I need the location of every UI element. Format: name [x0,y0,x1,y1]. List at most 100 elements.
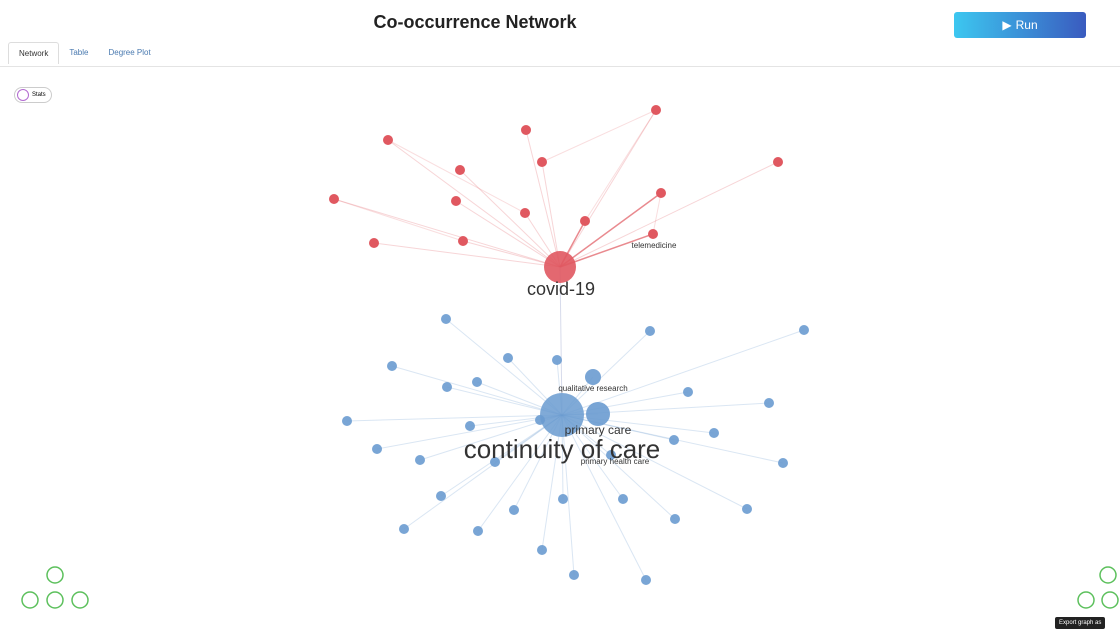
node[interactable] [329,194,339,204]
node-label: covid-19 [527,279,595,299]
zoom-control[interactable] [1101,591,1119,609]
zoom-control[interactable] [71,591,89,609]
node[interactable] [778,458,788,468]
edge [559,161,779,268]
tab[interactable]: Degree Plot [108,48,151,57]
node[interactable] [552,355,562,365]
node[interactable] [442,382,452,392]
edge [559,266,563,416]
edge [561,414,647,581]
edge [333,198,464,242]
edge [525,129,561,268]
node[interactable] [372,444,382,454]
edge [445,318,563,416]
edge [561,414,575,576]
node-label: qualitative research [558,384,627,393]
edge [559,192,662,268]
edge [584,109,657,222]
edge [561,414,676,520]
node[interactable] [544,251,576,283]
edge [387,139,561,268]
node[interactable] [399,524,409,534]
edge [561,414,748,510]
node[interactable] [569,570,579,580]
node[interactable] [669,435,679,445]
edge [561,329,805,416]
edge [333,198,561,268]
run-label: Run [1015,18,1038,32]
page-title: Co-occurrence Network [373,12,577,32]
edge [346,414,563,422]
node[interactable] [455,165,465,175]
node[interactable] [387,361,397,371]
node[interactable] [773,157,783,167]
node[interactable] [580,216,590,226]
edge [652,192,662,235]
edge [440,414,563,497]
edge [559,233,654,268]
run-button[interactable]: ▶ Run [954,12,1086,38]
node[interactable] [436,491,446,501]
node-label: primary care [565,423,632,437]
node[interactable] [473,526,483,536]
node[interactable] [441,314,451,324]
node[interactable] [520,208,530,218]
node[interactable] [799,325,809,335]
node[interactable] [618,494,628,504]
zoom-control[interactable] [1099,566,1117,584]
node[interactable] [537,157,547,167]
node[interactable] [537,545,547,555]
node[interactable] [465,421,475,431]
node-label: telemedicine [632,241,677,250]
node[interactable] [472,377,482,387]
edge [559,109,657,268]
zoom-control[interactable] [46,566,64,584]
node[interactable] [451,196,461,206]
node[interactable] [369,238,379,248]
edge [376,414,563,450]
node[interactable] [415,455,425,465]
run-icon: ▶ [1002,18,1012,32]
node[interactable] [586,402,610,426]
zoom-control[interactable] [1077,591,1095,609]
node[interactable] [670,514,680,524]
edge [403,414,563,530]
edge [387,139,526,214]
edge [541,109,657,163]
node[interactable] [383,135,393,145]
node[interactable] [606,450,616,460]
edge [541,161,561,268]
node[interactable] [651,105,661,115]
node[interactable] [742,504,752,514]
edge [462,240,561,268]
node[interactable] [764,398,774,408]
node[interactable] [521,125,531,135]
tab[interactable]: Table [69,48,89,57]
node[interactable] [585,369,601,385]
node[interactable] [490,457,500,467]
node[interactable] [342,416,352,426]
node[interactable] [641,575,651,585]
node[interactable] [645,326,655,336]
edge [459,169,561,268]
node[interactable] [503,353,513,363]
tab[interactable]: Network [8,42,60,64]
tabs: Network Table Degree Plot [8,42,161,64]
stats-icon [17,89,29,101]
node[interactable] [648,229,658,239]
node[interactable] [683,387,693,397]
stats-label: Stats [32,92,46,98]
node[interactable] [540,393,584,437]
node[interactable] [509,505,519,515]
edge [391,365,563,416]
zoom-control[interactable] [46,591,64,609]
stats-button[interactable]: Stats [14,87,52,103]
node[interactable] [458,236,468,246]
zoom-control[interactable] [21,591,39,609]
node[interactable] [656,188,666,198]
edge [541,414,563,551]
node[interactable] [558,494,568,504]
node[interactable] [709,428,719,438]
